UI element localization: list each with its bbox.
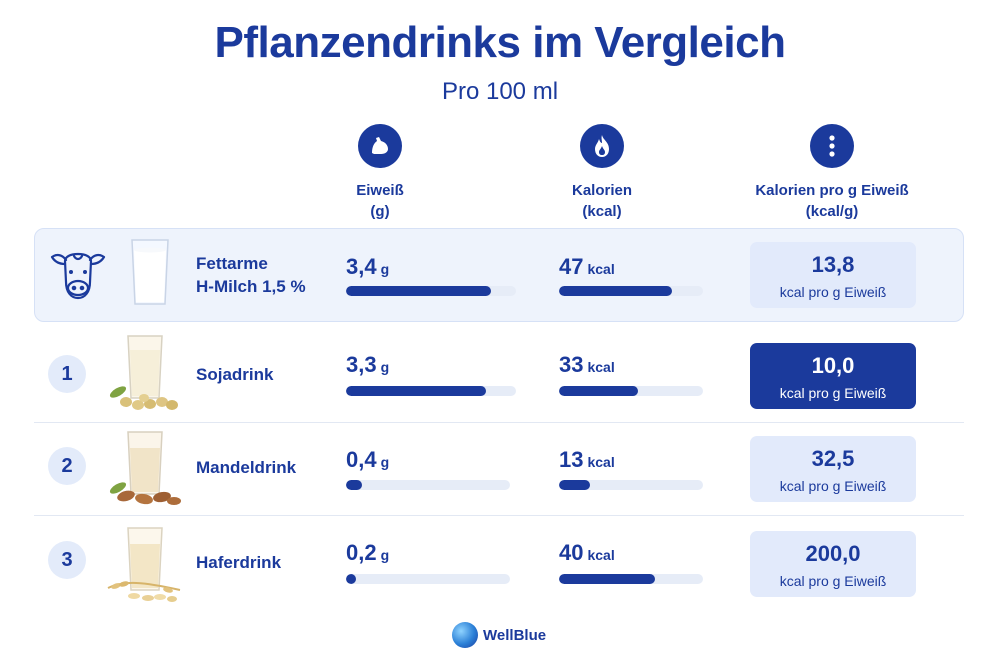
- soy-drink-glass-icon: [109, 335, 178, 410]
- brand-logo: WellBlue: [452, 622, 546, 648]
- protein-bar-track: [346, 386, 516, 396]
- calories-bar-track: [559, 286, 703, 296]
- calories-bar: [559, 386, 638, 396]
- calories-bar-track: [559, 386, 703, 396]
- dots-icon: [810, 124, 854, 168]
- drink-name-reference: Fettarme H-Milch 1,5 %: [196, 252, 306, 298]
- calories-unit: kcal: [587, 547, 615, 563]
- calories-value-reference: 47 kcal: [559, 254, 615, 280]
- protein-bar-track: [346, 574, 510, 584]
- protein-value: 3,3 g: [346, 352, 389, 378]
- row-divider: [34, 422, 964, 423]
- column-header-label: Kalorien pro g Eiweiß: [755, 182, 909, 199]
- calories-number: 13: [559, 447, 584, 472]
- calories-number: 47: [559, 254, 584, 279]
- almond-drink-glass-icon: [109, 431, 181, 505]
- protein-unit: g: [380, 547, 390, 563]
- drink-name: Sojadrink: [196, 365, 274, 384]
- protein-unit: g: [380, 359, 390, 375]
- protein-unit: g: [380, 261, 390, 277]
- drink-name: Haferdrink: [196, 553, 282, 572]
- calories-value: 13 kcal: [559, 447, 615, 473]
- protein-value: 0,4 g: [346, 447, 389, 473]
- protein-bar: [346, 574, 356, 584]
- calories-value: 33 kcal: [559, 352, 615, 378]
- protein-number: 3,3: [346, 352, 377, 377]
- protein-bar: [346, 286, 491, 296]
- ratio-box-best: 10,0 kcal pro g Eiweiß: [750, 343, 916, 409]
- protein-number: 3,4: [346, 254, 377, 279]
- ratio-box: 32,5 kcal pro g Eiweiß: [750, 436, 916, 502]
- ratio-unit: kcal pro g Eiweiß: [779, 573, 887, 589]
- calories-value: 40 kcal: [559, 540, 615, 566]
- calories-unit: kcal: [587, 454, 615, 470]
- column-header-calories: Kalorien (kcal): [542, 124, 662, 222]
- drink-name-line2: H-Milch 1,5 %: [196, 277, 306, 296]
- ratio-value: 200,0: [805, 541, 861, 566]
- calories-number: 33: [559, 352, 584, 377]
- calories-unit: kcal: [587, 261, 615, 277]
- ratio-box: 200,0 kcal pro g Eiweiß: [750, 531, 916, 597]
- rank-badge: 2: [48, 447, 86, 485]
- column-header-unit: (kcal/g): [805, 203, 859, 220]
- ratio-unit: kcal pro g Eiweiß: [779, 385, 887, 401]
- milk-glass-icon: [131, 239, 169, 305]
- protein-unit: g: [380, 454, 390, 470]
- rank-badge: 1: [48, 355, 86, 393]
- calories-unit: kcal: [587, 359, 615, 375]
- protein-value-reference: 3,4 g: [346, 254, 389, 280]
- calories-bar-track: [559, 574, 703, 584]
- flexed-arm-icon: [358, 124, 402, 168]
- protein-bar: [346, 386, 486, 396]
- calories-bar: [559, 574, 655, 584]
- ratio-unit: kcal pro g Eiweiß: [779, 284, 887, 300]
- page-subtitle: Pro 100 ml: [441, 78, 559, 105]
- protein-bar: [346, 480, 362, 490]
- ratio-box-reference: 13,8 kcal pro g Eiweiß: [750, 242, 916, 308]
- protein-value: 0,2 g: [346, 540, 389, 566]
- flame-icon: [580, 124, 624, 168]
- cow-icon: [50, 252, 106, 300]
- ratio-value: 32,5: [811, 446, 855, 471]
- ratio-unit: kcal pro g Eiweiß: [779, 478, 887, 494]
- protein-number: 0,2: [346, 540, 377, 565]
- protein-number: 0,4: [346, 447, 377, 472]
- brand-name: WellBlue: [483, 626, 547, 644]
- drink-name: Mandeldrink: [196, 458, 297, 477]
- protein-bar-track: [346, 286, 516, 296]
- column-header-label: Kalorien: [571, 182, 632, 199]
- ratio-value: 10,0: [811, 353, 855, 378]
- column-header-label: Eiweiß: [356, 182, 404, 199]
- water-drop-logo-icon: [452, 622, 478, 648]
- row-divider: [34, 515, 964, 516]
- protein-bar-track: [346, 480, 510, 490]
- drink-name-line1: Fettarme: [196, 254, 268, 273]
- column-header-protein: Eiweiß (g): [320, 124, 440, 222]
- calories-bar: [559, 480, 590, 490]
- column-header-unit: (kcal): [582, 203, 622, 220]
- calories-bar: [559, 286, 672, 296]
- rank-badge: 3: [48, 541, 86, 579]
- calories-bar-track: [559, 480, 703, 490]
- column-header-ratio: Kalorien pro g Eiweiß (kcal/g): [732, 124, 932, 222]
- ratio-value: 13,8: [811, 252, 855, 277]
- oat-drink-glass-icon: [107, 527, 181, 602]
- page-title: Pflanzendrinks im Vergleich: [214, 18, 786, 67]
- column-header-unit: (g): [370, 203, 390, 220]
- calories-number: 40: [559, 540, 584, 565]
